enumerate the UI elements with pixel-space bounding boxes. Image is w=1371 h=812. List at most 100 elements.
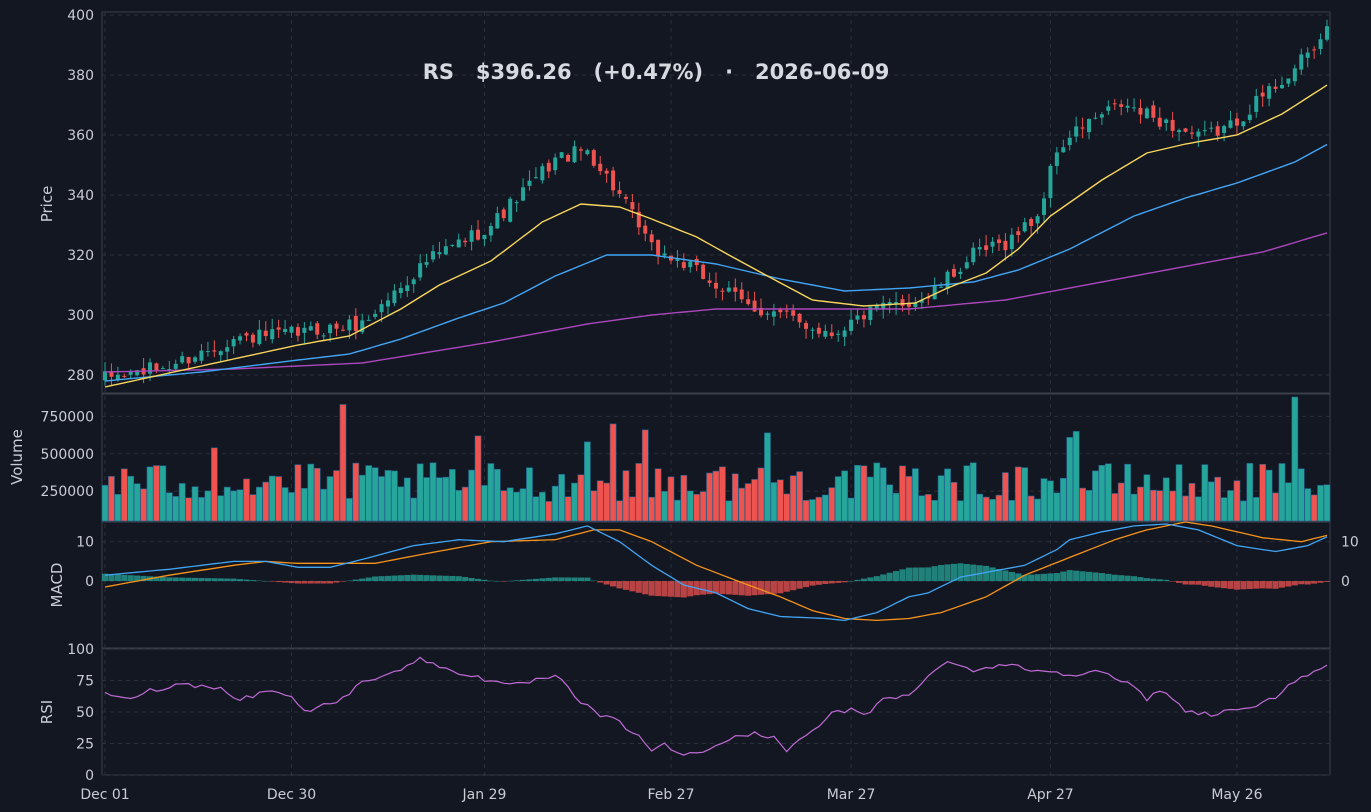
rsi-line <box>104 656 1328 756</box>
candle-body <box>463 240 468 243</box>
candle-body <box>572 146 577 163</box>
candle-body <box>431 251 436 260</box>
volume-bar <box>275 476 283 522</box>
candle-body <box>1241 121 1246 127</box>
candle <box>186 356 191 371</box>
candle-body <box>443 246 448 255</box>
macd-histogram-bar <box>938 564 945 582</box>
candle-body <box>373 313 378 317</box>
candle <box>823 324 828 339</box>
candle <box>1074 116 1079 143</box>
volume-bar <box>500 490 508 522</box>
candle <box>1279 76 1284 89</box>
macd-histogram-bar <box>989 567 996 582</box>
macd-histogram-bar <box>1092 572 1099 582</box>
macd-histogram-bar <box>191 577 199 582</box>
candle-body <box>919 300 924 303</box>
rsi-y-tick-label: 100 <box>67 642 94 658</box>
volume-bar <box>281 487 289 522</box>
macd-histogram-bar <box>391 575 398 582</box>
candle-body <box>630 202 635 210</box>
candle-body <box>784 310 789 312</box>
candle <box>726 281 731 293</box>
volume-bar <box>596 480 604 522</box>
price-y-tick-label: 280 <box>67 368 94 384</box>
macd-histogram-bar <box>1214 581 1221 588</box>
candle <box>739 282 744 304</box>
volume-bar <box>1214 476 1222 522</box>
macd-histogram-bar <box>417 574 424 582</box>
macd-panel <box>101 521 1331 622</box>
candle-body <box>540 166 545 181</box>
candle <box>302 322 307 344</box>
macd-histogram-bar <box>642 581 649 595</box>
macd-histogram-bar <box>552 577 559 582</box>
macd-histogram-bar <box>429 575 437 582</box>
candle-body <box>476 229 481 240</box>
macd-histogram-bar <box>1317 581 1324 583</box>
candle <box>1022 217 1027 233</box>
candle <box>218 350 223 363</box>
candle-body <box>765 313 770 315</box>
macd-histogram-bar <box>352 579 359 582</box>
x-tick-label: Jan 29 <box>462 787 507 803</box>
volume-bar <box>532 496 540 522</box>
macd-histogram-bar <box>101 573 109 582</box>
candle-body <box>559 152 564 158</box>
candle-body <box>1260 92 1265 97</box>
macd-histogram-bar <box>211 578 218 582</box>
candle-body <box>456 239 461 248</box>
candle-body <box>752 300 757 312</box>
volume-bar <box>686 490 694 522</box>
macd-histogram-bar <box>912 567 919 582</box>
candle-body <box>849 319 854 331</box>
volume-bar <box>442 476 450 522</box>
candle <box>836 330 841 342</box>
macd-histogram-bar <box>1079 571 1086 582</box>
candle <box>1196 128 1201 147</box>
candle <box>482 234 487 246</box>
macd-histogram-bar <box>519 579 527 582</box>
volume-bar <box>1008 500 1016 522</box>
candle-body <box>1170 119 1175 131</box>
macd-histogram-bar <box>1034 574 1041 582</box>
candle <box>546 159 551 179</box>
candle-body <box>566 155 571 162</box>
volume-bar <box>590 490 598 522</box>
candle-body <box>1029 218 1034 227</box>
macd-histogram-bar <box>134 575 141 582</box>
candle-body <box>1138 108 1143 115</box>
macd-histogram-bar <box>970 564 977 582</box>
volume-bar <box>1285 482 1292 522</box>
volume-bar <box>1053 492 1061 522</box>
candle-body <box>1202 130 1207 132</box>
volume-bar <box>577 474 585 522</box>
macd-histogram-bar <box>860 578 867 582</box>
volume-bar <box>378 476 385 522</box>
candle <box>257 320 262 346</box>
candle <box>450 244 455 248</box>
volume-bar <box>1188 483 1196 522</box>
candle <box>212 340 217 358</box>
candle-body <box>1273 86 1278 89</box>
volume-bar <box>796 471 803 522</box>
volume-bar <box>236 489 244 522</box>
candle <box>340 325 345 332</box>
candle-body <box>180 356 185 363</box>
volume-bar <box>185 497 192 522</box>
macd-histogram-bar <box>687 581 694 597</box>
macd-histogram-bar <box>680 581 687 598</box>
volume-bar <box>127 475 135 522</box>
macd-histogram-bar <box>1195 581 1202 585</box>
volume-bar <box>1079 487 1086 522</box>
candle-body <box>109 371 114 377</box>
volume-bar <box>204 490 212 522</box>
candle <box>1054 147 1059 175</box>
candle <box>598 156 603 176</box>
candle <box>501 207 506 222</box>
volume-bar <box>172 496 180 522</box>
volume-bar <box>995 494 1003 522</box>
volume-bar <box>339 404 347 522</box>
volume-bar <box>140 488 147 522</box>
candle <box>861 310 866 328</box>
